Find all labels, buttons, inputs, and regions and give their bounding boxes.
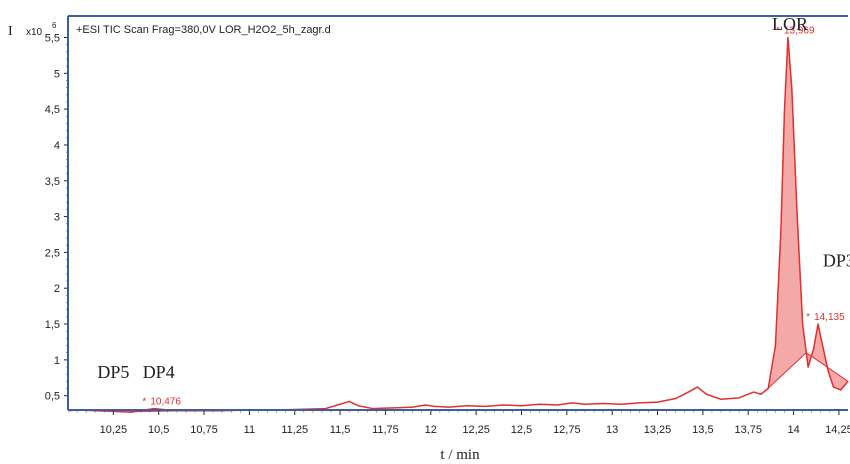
x-tick-label: 13,5 — [692, 424, 713, 436]
y-tick-label: 5,5 — [45, 32, 60, 44]
peak-annotation: DP3 — [823, 251, 850, 271]
x-tick-label: 14 — [787, 424, 799, 436]
y-tick-label: 0,5 — [45, 391, 60, 403]
x-tick-label: 10,75 — [190, 424, 218, 436]
x-tick-label: 11 — [244, 424, 255, 436]
x-tick-label: 12,25 — [462, 424, 490, 436]
y-axis: 0,5 1 1,5 2 2,5 3 3,5 4 4,5 5 5,5 — [45, 32, 68, 403]
y-tick-label: 2 — [54, 283, 60, 295]
x-tick-label: 10,25 — [100, 424, 128, 436]
x-tick-label: 10,5 — [148, 424, 169, 436]
y-axis-multiplier: x10 — [26, 27, 43, 38]
y-tick-label: 4,5 — [45, 104, 60, 116]
peak-annotations: DP5 DP4 LOR DP3 — [97, 14, 850, 382]
chart-title: +ESI TIC Scan Frag=380,0V LOR_H2O2_5h_za… — [76, 24, 331, 36]
y-axis-exponent: 6 — [52, 21, 57, 30]
x-tick-label: 11,25 — [281, 424, 308, 436]
peak-annotation: DP5 — [97, 362, 129, 382]
x-tick-label: 11,5 — [330, 424, 351, 436]
y-tick-label: 2,5 — [45, 247, 60, 259]
x-axis-label: t / min — [440, 447, 480, 463]
y-tick-label: 5 — [54, 68, 60, 80]
peak-marker-star: * — [142, 397, 146, 408]
y-tick-label: 3,5 — [45, 176, 60, 188]
x-tick-label: 13 — [606, 424, 618, 436]
x-tick-label: 12 — [425, 424, 437, 436]
y-tick-label: 1,5 — [45, 319, 60, 331]
x-tick-label: 13,25 — [644, 424, 672, 436]
x-tick-label: 12,75 — [553, 424, 581, 436]
peak-marker-star: * — [806, 312, 810, 323]
x-tick-label: 12,5 — [511, 424, 532, 436]
peak-marker-label: 14,135 — [814, 312, 845, 323]
x-tick-label: 11,75 — [372, 424, 399, 436]
y-axis-label: I — [8, 24, 13, 39]
peak-markers: * 10,476 * 13,969 * 14,135 — [142, 25, 845, 407]
x-tick-label: 14,25 — [825, 424, 850, 436]
x-tick-label: 13,75 — [734, 424, 762, 436]
peak-marker-label: 13,969 — [784, 25, 815, 36]
peak-annotation: LOR — [772, 14, 808, 34]
peak-marker-label: 10,476 — [150, 397, 181, 408]
x-axis: 10,25 10,5 10,75 11 11,25 11,5 11,75 12 12,25 12,… — [76, 410, 850, 436]
y-tick-label: 4 — [54, 140, 60, 152]
y-tick-label: 1 — [54, 355, 60, 367]
peak-marker-star: * — [776, 25, 780, 36]
peak-annotation: DP4 — [143, 362, 175, 382]
y-tick-label: 3 — [54, 212, 60, 224]
